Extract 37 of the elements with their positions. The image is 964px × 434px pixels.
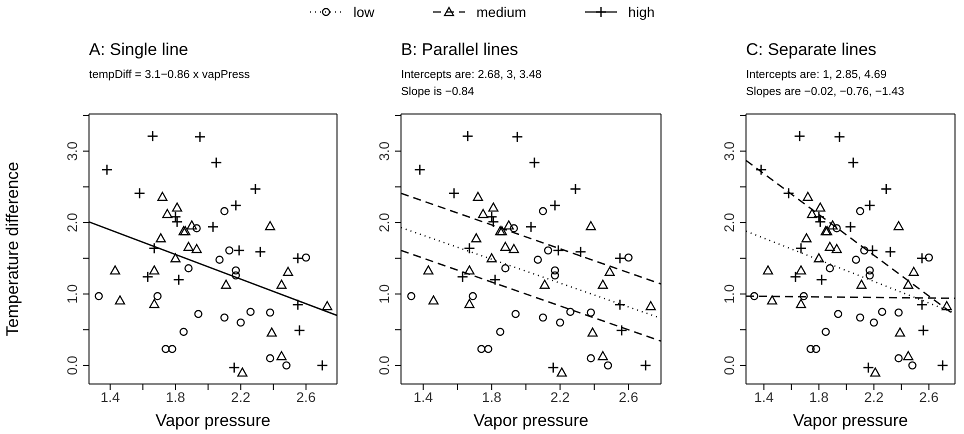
legend-label: high xyxy=(628,4,655,20)
chart-subtitle: Intercepts are: 2.68, 3, 3.48 Slope is −0.84 xyxy=(401,69,542,98)
x-tick-label: 2.6 xyxy=(618,388,638,405)
chart-subtitle: tempDiff = 3.1−0.86 x vapPress xyxy=(89,69,250,81)
x-tick-label: 2.2 xyxy=(864,388,884,405)
y-tick-label: 2.0 xyxy=(721,212,737,232)
y-tick-label: 0.0 xyxy=(376,355,392,376)
x-tick-label: 1.4 xyxy=(100,388,120,405)
legend-label: low xyxy=(353,4,374,20)
x-tick-label: 2.6 xyxy=(919,388,939,405)
y-tick-label: 1.0 xyxy=(376,284,392,304)
chart-title: C: Separate lines xyxy=(746,40,876,60)
y-tick-label: 3.0 xyxy=(376,141,392,161)
y-tick-label: 0.0 xyxy=(721,355,737,376)
x-tick-label: 1.4 xyxy=(414,388,434,405)
x-tick-label: 2.2 xyxy=(231,388,251,405)
y-tick-label: 1.0 xyxy=(64,284,80,304)
y-tick-label: 3.0 xyxy=(64,141,80,161)
x-tick-label: 2.6 xyxy=(296,388,316,405)
x-tick-label: 1.8 xyxy=(482,388,502,405)
x-axis-title: Vapor pressure xyxy=(156,411,270,430)
x-axis-title: Vapor pressure xyxy=(793,411,908,430)
x-tick-label: 2.2 xyxy=(550,388,570,405)
x-tick-label: 1.8 xyxy=(166,388,186,405)
x-tick-label: 1.8 xyxy=(809,388,829,405)
chart-title: B: Parallel lines xyxy=(401,40,518,60)
y-tick-label: 0.0 xyxy=(64,355,80,376)
chart-subtitle: Intercepts are: 1, 2.85, 4.69 Slopes are −0.02, −0.76, −1.43 xyxy=(746,69,904,98)
x-axis-title: Vapor pressure xyxy=(474,411,588,430)
x-tick-label: 1.4 xyxy=(754,388,774,405)
y-axis-title: Temperature difference xyxy=(3,162,22,336)
y-tick-label: 2.0 xyxy=(64,212,80,232)
y-tick-label: 3.0 xyxy=(721,141,737,161)
y-tick-label: 1.0 xyxy=(721,284,737,304)
y-tick-label: 2.0 xyxy=(376,212,392,232)
chart-title: A: Single line xyxy=(89,40,188,60)
legend-label: medium xyxy=(476,4,526,20)
